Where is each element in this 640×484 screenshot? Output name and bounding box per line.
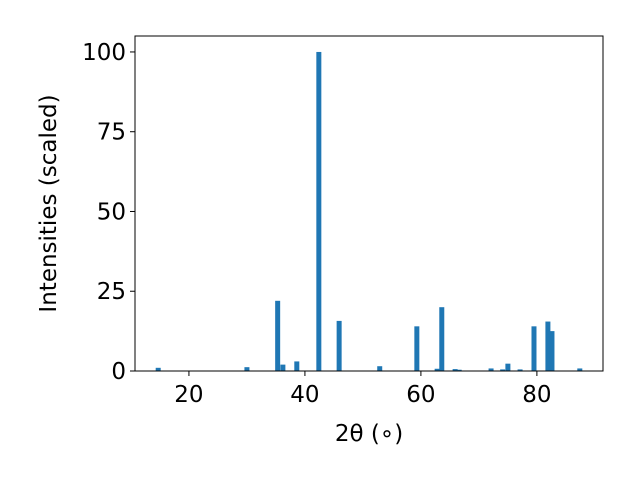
bar bbox=[336, 320, 342, 371]
bar bbox=[294, 361, 300, 371]
bar bbox=[549, 331, 555, 371]
y-tick-label: 50 bbox=[97, 199, 126, 225]
bar bbox=[500, 369, 506, 371]
bar bbox=[434, 368, 440, 371]
bar bbox=[155, 367, 161, 371]
bar bbox=[505, 363, 511, 371]
x-tick-label: 40 bbox=[290, 382, 319, 408]
y-tick-label: 75 bbox=[97, 120, 126, 146]
bar bbox=[316, 51, 322, 371]
x-tick-label: 80 bbox=[522, 382, 551, 408]
bar bbox=[488, 368, 494, 371]
x-tick-label: 20 bbox=[174, 382, 203, 408]
bar bbox=[545, 321, 551, 371]
bar bbox=[456, 369, 462, 371]
y-tick-label: 100 bbox=[82, 40, 126, 66]
plot-frame bbox=[134, 35, 604, 372]
y-tick-label: 25 bbox=[97, 279, 126, 305]
x-tick-label: 60 bbox=[406, 382, 435, 408]
y-axis-label: Intensities (scaled) bbox=[36, 94, 62, 312]
bar bbox=[377, 366, 383, 371]
bar bbox=[280, 364, 286, 371]
bar bbox=[439, 307, 445, 371]
bar bbox=[414, 326, 420, 371]
bar bbox=[531, 326, 537, 371]
x-axis-label: 2θ (∘) bbox=[335, 421, 403, 447]
bar bbox=[275, 300, 281, 371]
bar bbox=[452, 369, 458, 371]
bar bbox=[577, 368, 583, 371]
bar bbox=[244, 367, 250, 371]
bar bbox=[517, 369, 523, 371]
y-tick-label: 0 bbox=[111, 359, 126, 385]
